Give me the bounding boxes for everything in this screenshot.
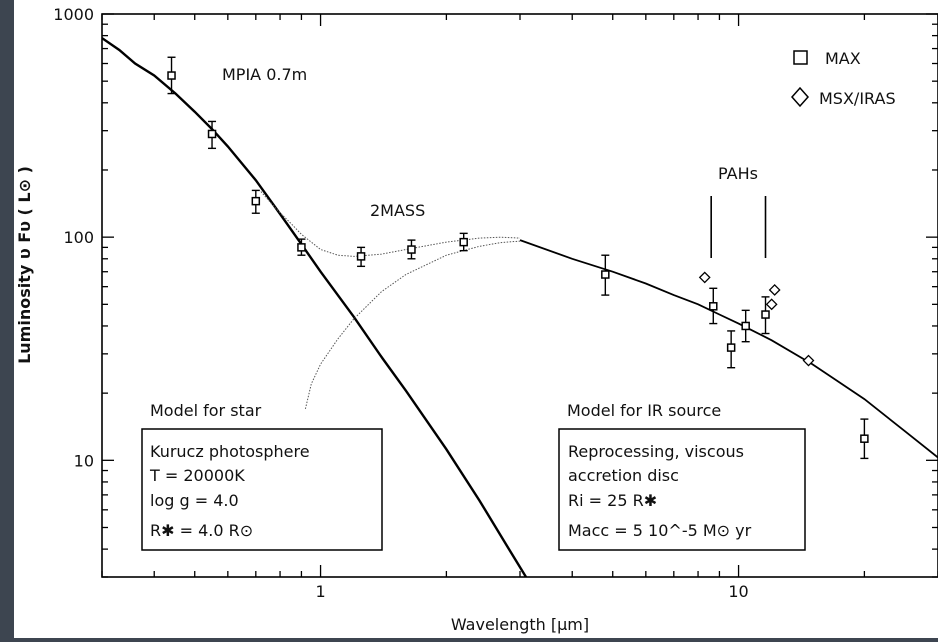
pah-markers <box>710 196 767 258</box>
point-max-8 <box>709 302 718 311</box>
y-tick-label: 10 <box>74 451 94 470</box>
point-max-10 <box>741 321 750 331</box>
ir-model-title: Model for IR source <box>567 401 721 420</box>
point-max-12 <box>860 434 869 443</box>
star-box-line-3: log g = 4.0 <box>150 491 239 510</box>
x-tick-label: 1 <box>315 582 325 601</box>
curve-total-model <box>260 191 521 257</box>
ir-model-box <box>558 428 806 551</box>
plot-frame <box>101 13 938 578</box>
point-max-1 <box>207 129 217 139</box>
legend-marker-max <box>793 50 808 65</box>
point-max-0 <box>167 71 176 80</box>
model-curves <box>102 37 938 577</box>
ir-box-line-2: accretion disc <box>568 466 679 485</box>
point-max-2 <box>251 196 261 206</box>
point-msx-iras-0 <box>698 271 711 284</box>
point-max-11 <box>761 310 770 319</box>
mpia-label: MPIA 0.7m <box>222 65 307 84</box>
point-max-6 <box>459 237 468 247</box>
ir-box-line-4: Macc = 5 10^-5 M⊙ yr <box>568 521 752 540</box>
y-tick-label: 1000 <box>53 5 94 24</box>
star-box-line-1: Kurucz photosphere <box>150 442 310 461</box>
point-msx-iras-3 <box>802 354 815 367</box>
star-model-title: Model for star <box>150 401 262 420</box>
data-points <box>167 56 869 460</box>
point-max-9 <box>726 343 736 352</box>
twomass-label: 2MASS <box>370 201 425 220</box>
point-msx-iras-2 <box>768 284 781 296</box>
curve-stellar-photosphere <box>102 37 528 577</box>
ir-box-line-3: Ri = 25 R✱ <box>568 491 657 510</box>
y-tick-label: 100 <box>63 228 94 247</box>
x-axis-label: Wavelength [μm] <box>451 615 589 634</box>
legend-marker-msx-iras <box>790 86 810 108</box>
point-msx-iras-1 <box>765 298 778 311</box>
star-box-line-4: R✱ = 4.0 R⊙ <box>150 521 253 540</box>
legend-label-msx-iras: MSX/IRAS <box>819 89 896 108</box>
point-max-3 <box>297 243 306 252</box>
ir-box-line-1: Reprocessing, viscous <box>568 442 744 461</box>
axis-ticks: 1 10 10 100 1000 <box>53 5 938 601</box>
point-max-5 <box>407 245 416 254</box>
star-box-line-2: T = 20000K <box>149 466 245 485</box>
star-model-box <box>141 428 383 551</box>
point-max-7 <box>601 270 610 279</box>
curve-ir-disc-model <box>519 239 938 459</box>
y-axis-label: Luminosity υ Fυ ( L⊙ ) <box>15 166 34 364</box>
x-tick-label: 10 <box>728 582 748 601</box>
pahs-label: PAHs <box>718 164 758 183</box>
curve-ir-disc-rise <box>304 240 521 410</box>
legend: MAX MSX/IRAS <box>790 49 896 108</box>
point-max-4 <box>356 252 366 261</box>
legend-label-max: MAX <box>825 49 861 68</box>
